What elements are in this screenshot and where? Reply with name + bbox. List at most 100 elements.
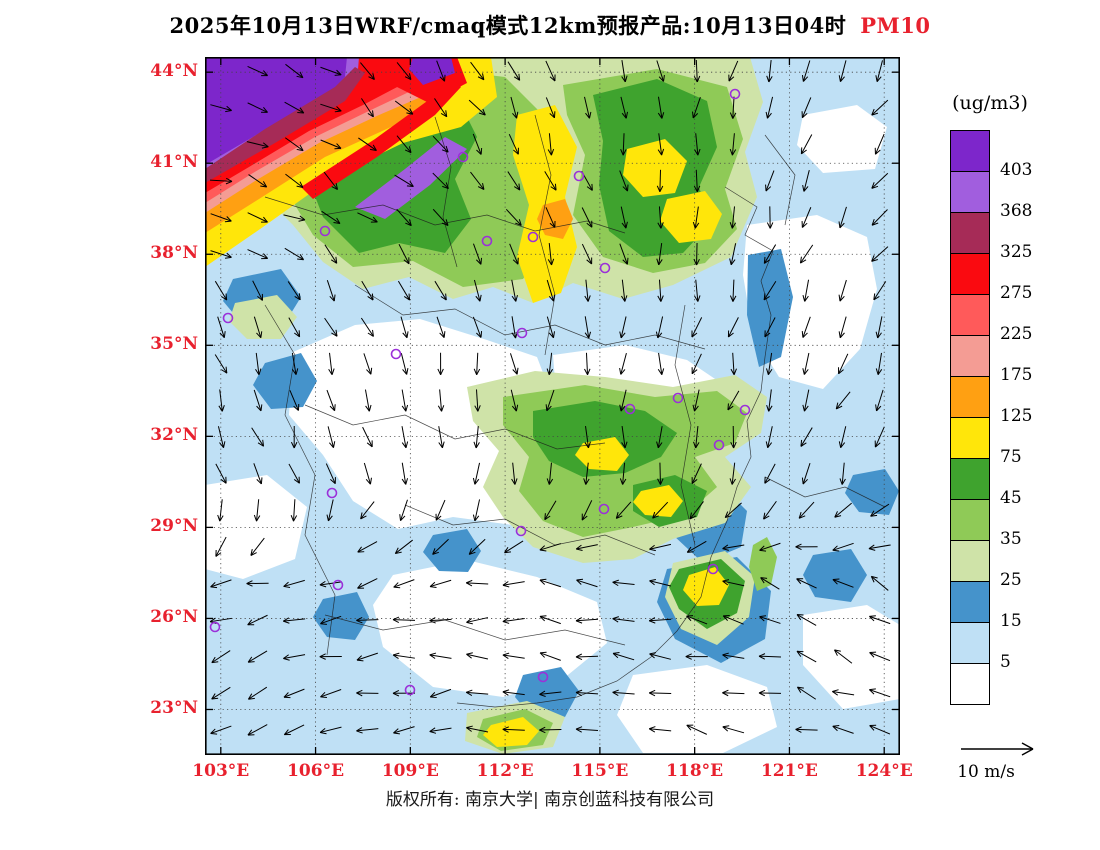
- station-marker: [319, 225, 331, 237]
- wind-arrow: [473, 352, 481, 376]
- wind-arrow: [509, 353, 519, 375]
- contour-region-w: [373, 560, 607, 697]
- wind-arrow: [326, 389, 336, 412]
- wind-arrow: [472, 316, 483, 338]
- lon-tick-label: 109°E: [381, 761, 439, 781]
- wind-arrow: [692, 97, 701, 119]
- wind-arrow: [691, 463, 702, 484]
- wind-arrow: [253, 389, 263, 412]
- wind-arrow: [581, 500, 593, 521]
- wind-arrow: [694, 279, 701, 302]
- wind-arrow: [510, 389, 519, 412]
- wind-arrow: [546, 316, 555, 339]
- wind-arrow: [838, 60, 847, 82]
- legend-level-label: 275: [1000, 283, 1033, 303]
- station-marker: [729, 88, 741, 100]
- station-marker: [573, 170, 585, 182]
- province-border: [674, 304, 696, 546]
- wind-arrow: [657, 206, 664, 229]
- wind-arrow: [765, 96, 774, 119]
- wind-arrow: [869, 688, 891, 698]
- wind-arrow: [800, 427, 813, 447]
- wind-arrow: [247, 686, 268, 700]
- wind-arrow: [539, 690, 562, 697]
- station-marker: [713, 439, 725, 451]
- wind-arrow: [730, 352, 737, 376]
- contour-region-b2: [845, 469, 899, 515]
- lon-tick-label: 118°E: [666, 761, 724, 781]
- wind-arrow: [511, 462, 518, 485]
- wind-arrow: [835, 391, 851, 410]
- wind-arrow: [465, 579, 489, 587]
- wind-arrow: [834, 649, 853, 664]
- wind-arrow: [875, 60, 883, 82]
- wind-arrow: [507, 171, 521, 191]
- wind-arrow: [465, 689, 489, 696]
- lat-tick-label: 35°N: [150, 334, 198, 355]
- wind-arrow: [584, 279, 591, 302]
- wind-arrow: [546, 352, 554, 375]
- contour-region-g1: [229, 295, 297, 339]
- wind-arrow: [576, 578, 598, 588]
- wind-arrow: [210, 104, 232, 113]
- wind-arrow: [802, 279, 810, 302]
- wind-arrow: [795, 543, 818, 551]
- wind-arrow: [434, 98, 448, 118]
- wind-arrow: [218, 389, 225, 412]
- lat-tick-label: 44°N: [150, 61, 198, 82]
- wind-arrow: [392, 652, 415, 660]
- wind-arrow: [320, 615, 342, 625]
- wind-arrow: [283, 579, 305, 588]
- wind-arrow: [765, 426, 773, 449]
- wind-arrow: [834, 502, 852, 518]
- wind-arrow: [722, 579, 745, 587]
- wind-arrow: [759, 542, 781, 552]
- wind-arrow: [247, 614, 268, 626]
- wind-arrow: [394, 174, 414, 188]
- contour-region-r: [301, 77, 461, 199]
- wind-arrow: [619, 316, 627, 339]
- station-marker: [537, 671, 549, 683]
- wind-arrow: [686, 724, 708, 735]
- wind-arrow: [544, 171, 557, 191]
- wind-arrow: [502, 726, 525, 733]
- wind-arrow: [398, 243, 410, 265]
- wind-arrow: [694, 133, 701, 156]
- wind-arrow: [729, 96, 737, 119]
- wind-arrow: [466, 652, 489, 660]
- wind-arrow: [327, 426, 336, 448]
- wind-arrow: [692, 206, 700, 229]
- wind-arrow: [802, 170, 810, 192]
- wind-arrow: [360, 62, 375, 80]
- wind-arrow: [401, 426, 409, 449]
- wind-arrow: [722, 652, 745, 659]
- wind-arrow: [502, 652, 525, 660]
- wind-arrow: [873, 281, 887, 301]
- station-marker: [481, 235, 493, 247]
- wind-arrow: [546, 279, 556, 302]
- wind-scale-arrow-icon: [961, 742, 1034, 756]
- legend-swatch: [950, 253, 990, 295]
- wind-arrow: [871, 172, 889, 189]
- station-marker: [209, 621, 221, 633]
- wind-arrow: [656, 169, 664, 193]
- wind-arrow: [575, 653, 599, 660]
- wind-arrow: [648, 726, 672, 733]
- wind-arrow: [802, 352, 810, 375]
- wind-arrow: [727, 390, 740, 411]
- wind-arrow: [727, 317, 739, 338]
- wind-arrow: [290, 425, 298, 449]
- wind-arrow: [766, 60, 773, 83]
- wind-arrow: [689, 501, 704, 520]
- wind-arrow: [253, 463, 263, 485]
- wind-arrow: [432, 135, 449, 153]
- wind-arrow: [619, 353, 627, 375]
- province-border: [764, 134, 796, 226]
- station-marker: [624, 403, 636, 415]
- wind-arrow: [429, 652, 452, 659]
- wind-arrow: [546, 462, 554, 485]
- contour-region-b2: [253, 353, 317, 409]
- contour-region-w: [803, 605, 900, 709]
- wind-arrow: [838, 316, 847, 339]
- legend-level-label: 5: [1000, 652, 1011, 672]
